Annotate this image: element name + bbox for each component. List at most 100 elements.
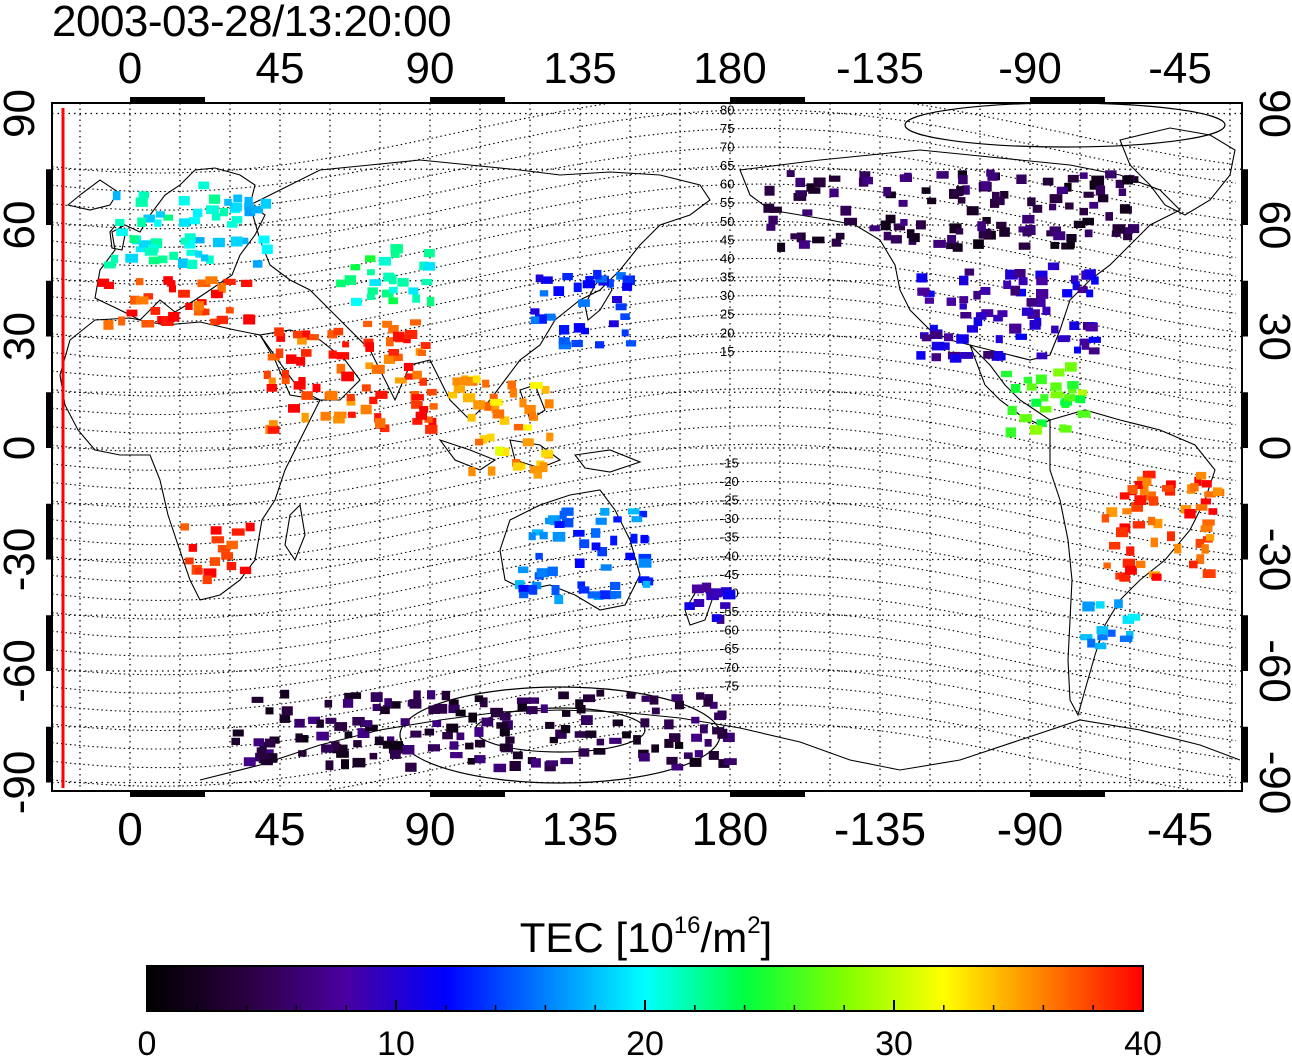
tec-sample bbox=[829, 188, 839, 198]
contour-label: -75 bbox=[720, 678, 739, 693]
tec-sample bbox=[628, 508, 640, 515]
tec-sample bbox=[1150, 537, 1158, 548]
tec-sample bbox=[185, 557, 194, 565]
tec-sample bbox=[916, 220, 926, 230]
tec-sample bbox=[1200, 525, 1213, 532]
border-bar bbox=[730, 791, 805, 797]
tec-sample bbox=[664, 738, 674, 748]
contour-label: -35 bbox=[720, 530, 739, 545]
tec-sample bbox=[1202, 569, 1216, 578]
tec-sample bbox=[1062, 289, 1073, 298]
tec-sample bbox=[610, 591, 622, 599]
border-bar bbox=[1242, 169, 1248, 225]
tec-sample bbox=[402, 745, 415, 755]
tec-sample bbox=[260, 759, 273, 766]
tec-sample bbox=[186, 249, 198, 256]
tec-sample bbox=[559, 325, 570, 335]
tec-sample bbox=[641, 695, 650, 702]
tec-sample bbox=[378, 256, 391, 266]
north-pole-contour bbox=[904, 103, 1226, 148]
tec-sample bbox=[906, 229, 915, 239]
tec-sample bbox=[357, 728, 370, 738]
tec-sample bbox=[403, 362, 414, 372]
tec-sample bbox=[298, 377, 306, 386]
left-lat-label: 60 bbox=[0, 201, 44, 250]
colorbar-tick-label: 0 bbox=[138, 1025, 157, 1057]
tec-sample bbox=[999, 227, 1010, 237]
tec-sample bbox=[256, 747, 267, 757]
tec-sample bbox=[168, 311, 180, 322]
tec-sample bbox=[1077, 389, 1087, 397]
contour-label: -30 bbox=[720, 511, 739, 526]
tec-sample bbox=[308, 716, 320, 724]
border-bar bbox=[46, 503, 52, 560]
tec-sample bbox=[859, 171, 871, 180]
bottom-lon-label: 90 bbox=[404, 803, 455, 855]
tec-sample bbox=[509, 761, 521, 771]
tec-sample bbox=[633, 735, 641, 745]
tec-sample bbox=[1001, 370, 1012, 378]
contour-label: 65 bbox=[720, 158, 734, 173]
tec-sample bbox=[217, 283, 226, 293]
tec-sample bbox=[921, 334, 932, 342]
tec-sample bbox=[638, 558, 652, 568]
tec-sample bbox=[353, 740, 362, 748]
tec-sample bbox=[226, 540, 238, 550]
tec-sample bbox=[671, 763, 684, 771]
tec-sample bbox=[544, 399, 554, 409]
right-latitude-labels: 90 60 30 0 -30 -60 -90 bbox=[1250, 89, 1292, 814]
tec-sample bbox=[651, 707, 660, 715]
tec-sample bbox=[610, 581, 621, 591]
border-bar bbox=[1242, 503, 1248, 560]
tec-sample bbox=[519, 398, 527, 408]
tec-sample bbox=[1082, 217, 1094, 226]
tec-sample bbox=[1073, 220, 1086, 229]
tec-sample bbox=[553, 286, 565, 296]
tec-sample bbox=[352, 717, 365, 726]
tec-sample bbox=[541, 386, 550, 394]
tec-sample bbox=[1189, 560, 1198, 569]
tec-sample bbox=[693, 599, 705, 607]
tec-sample bbox=[341, 371, 354, 382]
contour-line bbox=[52, 406, 1237, 490]
tec-sample bbox=[516, 697, 530, 704]
tec-sample bbox=[1077, 286, 1088, 294]
tec-sample bbox=[720, 602, 731, 609]
tec-sample bbox=[301, 349, 312, 357]
tec-sample bbox=[982, 217, 991, 224]
contour-line bbox=[52, 164, 1237, 248]
tec-sample bbox=[573, 282, 582, 293]
tec-sample bbox=[936, 171, 949, 179]
tec-sample bbox=[333, 327, 344, 336]
tec-sample bbox=[562, 518, 574, 528]
tec-sample bbox=[1015, 288, 1026, 297]
tec-sample bbox=[916, 351, 926, 360]
contour-line bbox=[52, 462, 1237, 546]
tec-sample bbox=[560, 757, 573, 765]
tec-sample bbox=[1126, 631, 1134, 640]
tec-sample bbox=[1116, 527, 1129, 538]
tec-sample bbox=[360, 404, 372, 415]
tec-sample bbox=[286, 354, 297, 364]
tec-sample bbox=[189, 217, 200, 225]
tec-sample bbox=[243, 314, 254, 322]
tec-sample bbox=[301, 412, 309, 423]
tec-sample bbox=[544, 313, 556, 321]
border-bar bbox=[46, 726, 52, 783]
tec-sample bbox=[490, 707, 503, 714]
tec-sample bbox=[326, 390, 338, 401]
contour-line bbox=[52, 183, 1237, 267]
tec-sample bbox=[135, 278, 144, 286]
tec-sample bbox=[555, 729, 567, 739]
tec-sample bbox=[802, 209, 813, 216]
tec-sample bbox=[404, 329, 418, 339]
contour-line bbox=[52, 610, 1237, 694]
border-bar bbox=[46, 169, 52, 225]
tec-sample bbox=[1072, 281, 1080, 291]
tec-sample bbox=[1153, 518, 1163, 529]
tec-sample bbox=[541, 449, 553, 458]
tec-sample bbox=[613, 516, 622, 523]
tec-sample bbox=[973, 239, 984, 249]
tec-sample bbox=[1109, 541, 1121, 550]
tec-sample bbox=[493, 763, 507, 773]
